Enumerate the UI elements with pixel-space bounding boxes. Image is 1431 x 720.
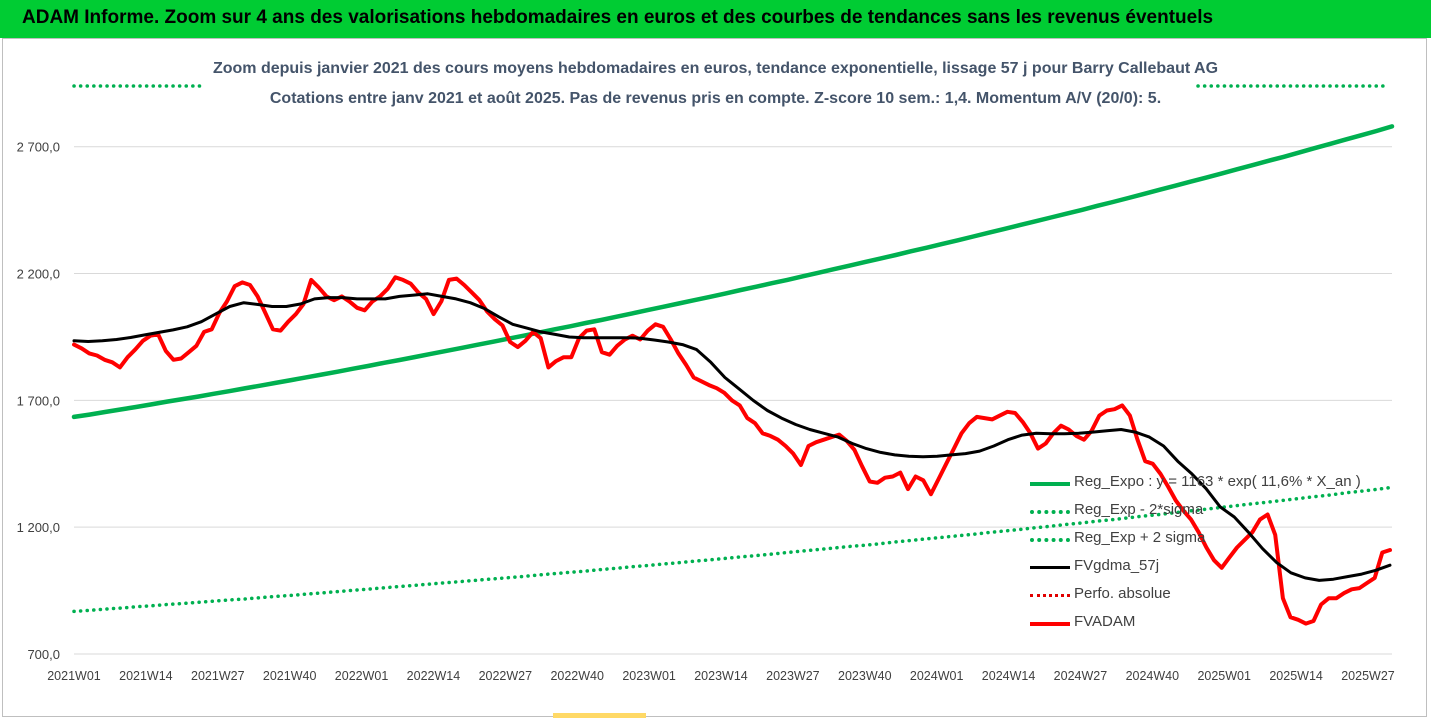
legend-swatch-green-dotted <box>1030 510 1070 514</box>
x-tick-label: 2023W01 <box>622 669 676 683</box>
legend-item-reg-exp-plus: Reg_Exp + 2 sigma <box>1030 527 1360 555</box>
series-line-reg-exp-minus <box>72 485 1394 614</box>
x-tick-label: 2021W01 <box>47 669 101 683</box>
x-tick-label: 2025W01 <box>1197 669 1251 683</box>
series-line-fvgdma <box>72 292 1392 582</box>
legend-label: FVgdma_57j <box>1074 557 1160 574</box>
x-tick-label: 2021W14 <box>119 669 173 683</box>
series-line-reg-expo <box>71 124 1395 420</box>
chart-legend: Reg_Expo : y = 1163 * exp( 11,6% * X_an … <box>1030 471 1361 639</box>
x-tick-label: 2022W27 <box>479 669 533 683</box>
y-tick-label: 1 700,0 <box>17 393 60 408</box>
x-tick-label: 2023W40 <box>838 669 892 683</box>
x-tick-label: 2024W40 <box>1126 669 1180 683</box>
y-tick-label: 700,0 <box>27 647 60 662</box>
x-tick-label: 2022W14 <box>407 669 461 683</box>
chart-subtitle: Cotations entre janv 2021 et août 2025. … <box>269 90 1162 107</box>
legend-item-reg-exp-minus: Reg_Exp - 2*sigma <box>1030 499 1360 527</box>
x-tick-label: 2023W14 <box>694 669 748 683</box>
legend-swatch-red-dotted <box>1030 594 1070 597</box>
x-tick-label: 2024W01 <box>910 669 964 683</box>
x-tick-label: 2024W27 <box>1054 669 1108 683</box>
x-tick-label: 2024W14 <box>982 669 1036 683</box>
x-tick-label: 2021W27 <box>191 669 245 683</box>
legend-swatch-green-solid <box>1030 482 1070 486</box>
chart-title: Zoom depuis janvier 2021 des cours moyen… <box>212 60 1219 77</box>
x-tick-label: 2021W40 <box>263 669 317 683</box>
x-tick-label: 2025W27 <box>1341 669 1395 683</box>
chart-frame <box>2 38 1427 717</box>
legend-label: FVADAM <box>1074 613 1136 630</box>
report-banner-title: ADAM Informe. Zoom sur 4 ans des valoris… <box>0 0 1431 38</box>
legend-label: Reg_Expo : y = 1163 * exp( 11,6% * X_an … <box>1074 473 1361 490</box>
legend-label: Perfo. absolue <box>1074 585 1171 602</box>
x-tick-label: 2025W14 <box>1269 669 1323 683</box>
legend-swatch-black-solid <box>1030 566 1070 569</box>
series-line-fvadam <box>72 275 1392 626</box>
x-tick-label: 2023W27 <box>766 669 820 683</box>
scroll-stub <box>553 713 646 718</box>
legend-label: Reg_Exp - 2*sigma <box>1074 501 1204 518</box>
legend-swatch-red-solid <box>1030 622 1070 626</box>
x-tick-label: 2022W01 <box>335 669 389 683</box>
legend-swatch-green-dotted <box>1030 538 1070 542</box>
y-tick-label: 2 700,0 <box>17 140 60 155</box>
legend-label: Reg_Exp + 2 sigma <box>1074 529 1206 546</box>
legend-item-perfo: Perfo. absolue <box>1030 583 1360 611</box>
y-tick-label: 2 200,0 <box>17 267 60 282</box>
legend-item-fvadam: FVADAM <box>1030 611 1360 639</box>
y-tick-label: 1 200,0 <box>17 520 60 535</box>
legend-item-fvgdma: FVgdma_57j <box>1030 555 1360 583</box>
x-tick-label: 2022W40 <box>550 669 604 683</box>
legend-item-reg-expo: Reg_Expo : y = 1163 * exp( 11,6% * X_an … <box>1030 471 1361 499</box>
